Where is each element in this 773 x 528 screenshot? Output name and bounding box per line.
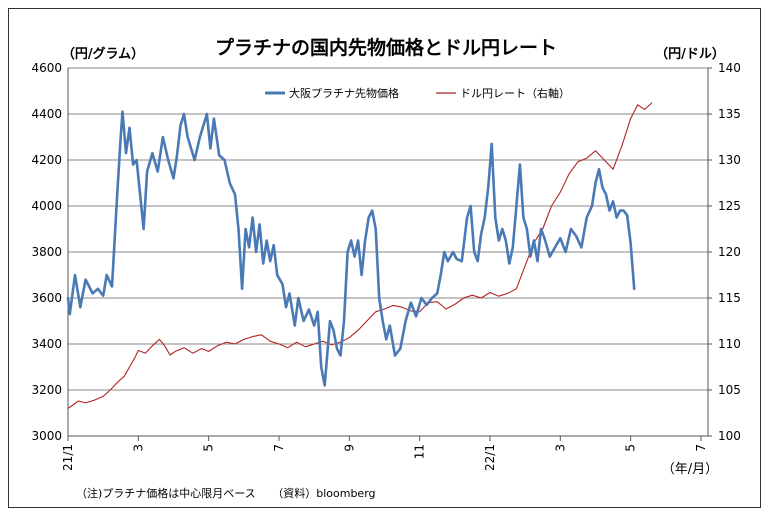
axes: 3000 3200 3400 3600 3800 4000 4200 4400 4600 100 1… [31, 61, 740, 471]
x-tick-label: 3 [131, 444, 145, 452]
right-axis-unit: （円/ドル） [655, 46, 725, 62]
x-tick-label: 5 [624, 444, 638, 452]
grid [68, 67, 708, 437]
right-tick-label: 120 [718, 245, 741, 259]
left-tick-label: 4600 [31, 61, 62, 75]
right-tick-label: 135 [718, 107, 741, 121]
left-tick-label: 3000 [31, 429, 62, 443]
right-tick-label: 100 [718, 429, 741, 443]
left-tick-label: 3200 [31, 383, 62, 397]
legend-label-usdjpy: ドル円レート（右軸） [460, 86, 570, 100]
x-tick-label: 7 [272, 444, 286, 452]
x-tick-label: 21/1 [61, 444, 75, 471]
left-tick-label: 3400 [31, 337, 62, 351]
x-tick-label: 5 [202, 444, 216, 452]
x-tick-label: 3 [553, 444, 567, 452]
right-tick-label: 130 [718, 153, 741, 167]
series-layer [66, 102, 653, 409]
legend-label-platinum: 大阪プラチナ先物価格 [289, 86, 399, 100]
x-tick-label: 11 [413, 444, 427, 459]
right-tick-label: 140 [718, 61, 741, 75]
left-tick-label: 4000 [31, 199, 62, 213]
usdjpy-line [67, 102, 653, 409]
legend: 大阪プラチナ先物価格 ドル円レート（右軸） [265, 86, 570, 100]
left-tick-label: 3600 [31, 291, 62, 305]
left-tick-label: 4200 [31, 153, 62, 167]
right-tick-label: 110 [718, 337, 741, 351]
left-tick-label: 4400 [31, 107, 62, 121]
chart-frame [8, 8, 761, 508]
right-tick-label: 115 [718, 291, 741, 305]
platinum-price-line [66, 110, 636, 387]
x-tick-label: 9 [342, 444, 356, 452]
left-tick-label: 3800 [31, 245, 62, 259]
x-axis-unit: （年/月） [662, 462, 718, 477]
chart-note: （注)プラチナ価格は中心限月ベース （資料）bloomberg [76, 486, 376, 500]
left-axis-unit: （円/グラム） [62, 46, 144, 62]
x-tick-label: 7 [694, 444, 708, 452]
chart-title: プラチナの国内先物価格とドル円レート [215, 36, 557, 59]
right-tick-label: 105 [718, 383, 741, 397]
x-tick-label: 22/1 [483, 444, 497, 471]
right-tick-label: 125 [718, 199, 741, 213]
